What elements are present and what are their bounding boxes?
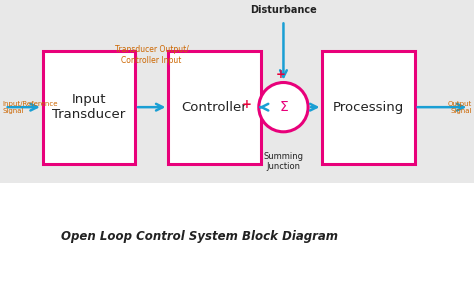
- Text: +: +: [276, 68, 286, 81]
- FancyBboxPatch shape: [43, 51, 135, 164]
- FancyBboxPatch shape: [168, 51, 261, 164]
- Text: +: +: [242, 98, 252, 111]
- Text: Processing: Processing: [333, 101, 404, 114]
- Text: Output
Signal: Output Signal: [447, 101, 472, 114]
- Text: Disturbance: Disturbance: [250, 5, 317, 15]
- Text: Controller: Controller: [182, 101, 247, 114]
- Text: Input
Transducer: Input Transducer: [52, 93, 126, 121]
- Text: Transducer Output/
Controller Input: Transducer Output/ Controller Input: [115, 45, 189, 65]
- FancyBboxPatch shape: [322, 51, 415, 164]
- Text: Summing
Junction: Summing Junction: [264, 151, 303, 171]
- Text: $\Sigma$: $\Sigma$: [279, 100, 288, 114]
- Text: Open Loop Control System Block Diagram: Open Loop Control System Block Diagram: [61, 230, 337, 243]
- Ellipse shape: [259, 83, 308, 132]
- Bar: [0, 0, 474, 183]
- Text: Input/Reference
Signal: Input/Reference Signal: [2, 101, 58, 114]
